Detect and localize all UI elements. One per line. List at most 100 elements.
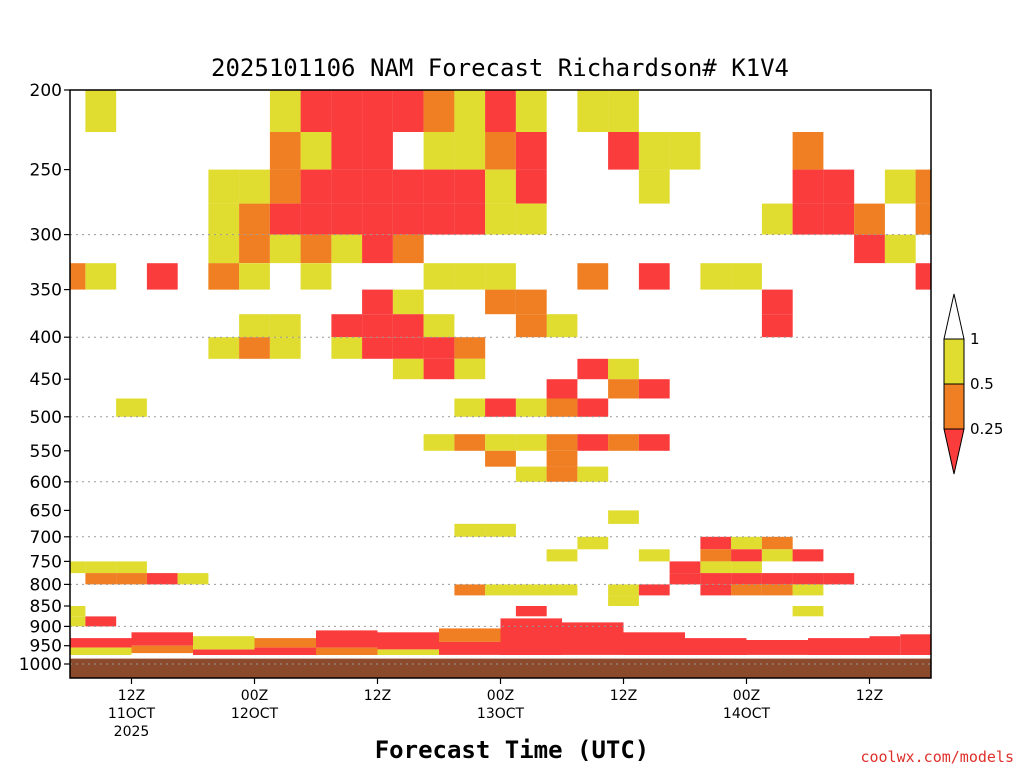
ri-cell bbox=[423, 263, 455, 290]
boundary-layer-band bbox=[500, 618, 562, 655]
x-tick-label: 13OCT bbox=[477, 706, 525, 722]
ri-cell bbox=[638, 379, 670, 399]
y-tick-label: 1000 bbox=[19, 655, 62, 675]
y-tick-label: 350 bbox=[30, 281, 62, 301]
ri-cell bbox=[761, 289, 793, 315]
ri-cell bbox=[208, 169, 240, 204]
ri-cell bbox=[85, 573, 117, 585]
ri-cell bbox=[546, 398, 578, 417]
ri-cell bbox=[577, 358, 609, 380]
ri-cell bbox=[515, 90, 547, 132]
colorbar-yellow-bin bbox=[943, 338, 965, 385]
ri-cell bbox=[362, 234, 393, 264]
ri-cell bbox=[362, 90, 393, 132]
ri-cell bbox=[331, 169, 363, 204]
ri-cell bbox=[454, 203, 486, 235]
ri-cell bbox=[577, 90, 609, 132]
surface-layer bbox=[70, 618, 932, 678]
chart-title: 2025101106 NAM Forecast Richardson# K1V4 bbox=[211, 54, 789, 82]
ri-cell bbox=[208, 234, 240, 264]
ri-cell bbox=[331, 90, 363, 132]
ri-cell bbox=[300, 169, 332, 204]
ri-cell bbox=[608, 434, 639, 451]
y-tick-label: 300 bbox=[30, 226, 62, 246]
boundary-layer-band bbox=[439, 628, 501, 642]
ri-cell bbox=[146, 573, 178, 585]
x-tick-label: 14OCT bbox=[723, 706, 771, 722]
ri-cell bbox=[515, 584, 547, 596]
ri-cell bbox=[269, 203, 301, 235]
boundary-layer-band bbox=[70, 638, 132, 648]
ri-cell bbox=[485, 169, 516, 204]
ri-cell bbox=[454, 263, 486, 290]
y-tick-label: 400 bbox=[30, 328, 62, 348]
ri-cell bbox=[116, 561, 147, 574]
ri-cell bbox=[638, 549, 670, 562]
x-tick-label: 2025 bbox=[114, 724, 150, 740]
ri-cell bbox=[454, 132, 486, 170]
ri-cell bbox=[70, 606, 86, 617]
ri-cell bbox=[608, 90, 639, 132]
ri-cell bbox=[731, 536, 762, 550]
x-tick-label: 12Z bbox=[610, 688, 637, 704]
ri-cell bbox=[515, 606, 547, 617]
ri-cell bbox=[515, 314, 547, 338]
ri-cell bbox=[731, 549, 762, 562]
boundary-layer-band bbox=[869, 636, 901, 655]
x-tick-label: 12OCT bbox=[231, 706, 279, 722]
ri-cell bbox=[608, 379, 639, 399]
ri-cell bbox=[577, 536, 609, 550]
ri-cell bbox=[731, 263, 762, 290]
ri-cells bbox=[70, 90, 931, 627]
boundary-layer-band bbox=[193, 636, 255, 650]
ri-cell bbox=[116, 398, 147, 417]
ri-cell bbox=[608, 358, 639, 380]
boundary-layer-band bbox=[746, 640, 808, 655]
ri-cell bbox=[884, 234, 916, 264]
boundary-layer-band bbox=[685, 638, 747, 655]
ri-cell bbox=[823, 573, 855, 585]
ri-cell bbox=[485, 132, 516, 170]
ri-cell bbox=[700, 573, 732, 585]
ri-cell bbox=[269, 234, 301, 264]
ri-cell bbox=[700, 263, 732, 290]
ri-cell bbox=[392, 90, 424, 132]
ri-cell bbox=[454, 358, 486, 380]
ri-cell bbox=[761, 573, 793, 585]
ri-cell bbox=[239, 314, 270, 338]
ri-cell bbox=[392, 169, 424, 204]
ri-cell bbox=[700, 536, 732, 550]
ri-cell bbox=[731, 584, 762, 596]
ri-cell bbox=[208, 263, 240, 290]
colorbar-label-1: 1 bbox=[970, 330, 980, 348]
ri-cell bbox=[700, 549, 732, 562]
ri-cell bbox=[331, 314, 363, 338]
ri-cell bbox=[792, 606, 824, 617]
y-tick-label: 750 bbox=[30, 552, 62, 572]
ri-cell bbox=[454, 584, 486, 596]
ri-cell bbox=[239, 234, 270, 264]
ri-cell bbox=[485, 398, 516, 417]
ri-cell bbox=[70, 263, 86, 290]
boundary-layer-band bbox=[439, 641, 501, 655]
ri-cell bbox=[423, 203, 455, 235]
ri-cell bbox=[300, 263, 332, 290]
ri-cell bbox=[792, 584, 824, 596]
ri-cell bbox=[85, 561, 117, 574]
ri-cell bbox=[423, 90, 455, 132]
colorbar: 1 0.5 0.25 bbox=[943, 293, 1003, 475]
ri-cell bbox=[331, 203, 363, 235]
x-axis: 12Z 11OCT 2025 00Z 12OCT 12Z 00Z 13OCT 12Z 00Z 14O… bbox=[108, 678, 883, 740]
x-tick-label: 00Z bbox=[241, 688, 268, 704]
ri-cell bbox=[300, 234, 332, 264]
ri-cell bbox=[884, 169, 916, 204]
ri-cell bbox=[515, 434, 547, 451]
ri-cell bbox=[423, 169, 455, 204]
colorbar-label-0.5: 0.5 bbox=[970, 375, 994, 393]
ri-cell bbox=[577, 434, 609, 451]
ri-cell bbox=[700, 584, 732, 596]
ri-cell bbox=[70, 561, 86, 574]
ri-cell bbox=[638, 584, 670, 596]
ground-fill bbox=[70, 658, 931, 678]
